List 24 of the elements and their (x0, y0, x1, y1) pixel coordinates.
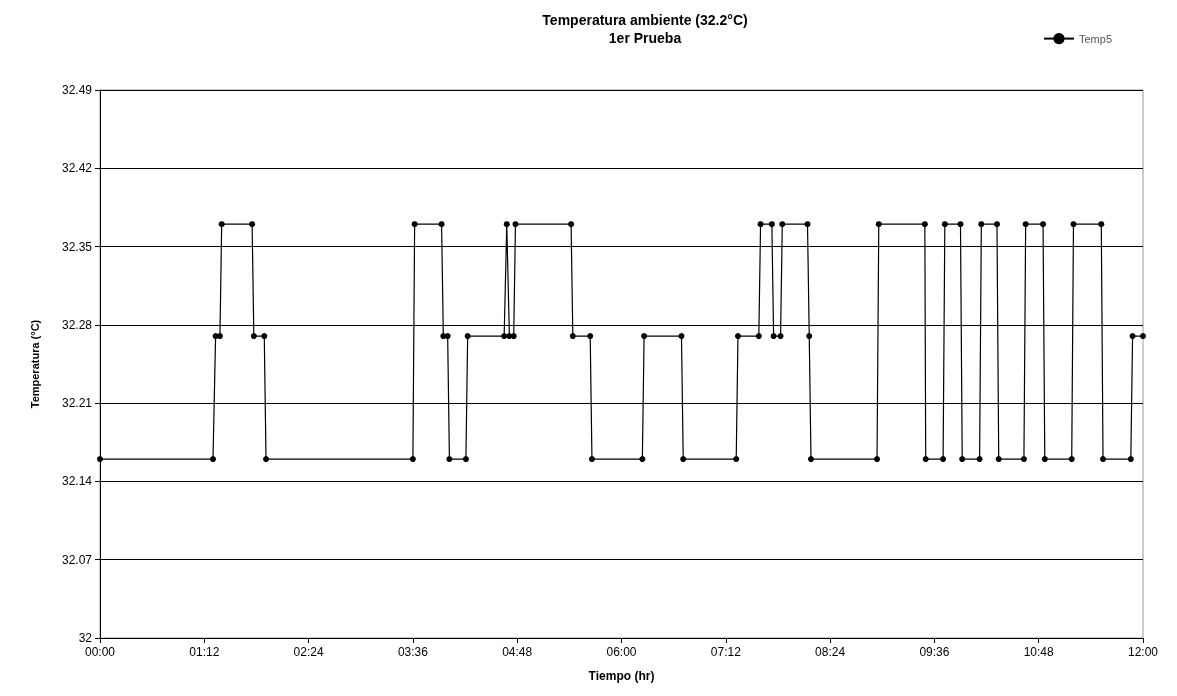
y-axis-title: Temperatura (°C) (28, 319, 41, 409)
y-tick-label: 32.28 (61, 317, 93, 332)
x-axis-title: Tiempo (hr) (588, 669, 655, 683)
x-tick-label: 08:24 (815, 645, 846, 659)
y-tick-label: 32 (78, 631, 93, 645)
chart-title: Temperatura ambiente (32.2°C) (542, 12, 748, 28)
x-tick-label: 04:48 (502, 645, 533, 659)
y-tick-label: 32.14 (61, 474, 93, 489)
x-tick-label: 00:00 (84, 645, 116, 659)
y-tick-label: 32.49 (61, 83, 93, 97)
y-tick-label: 32.42 (61, 161, 93, 176)
y-tick-label: 32.21 (61, 396, 93, 411)
x-tick-label: 12:00 (1127, 645, 1159, 659)
y-tick-label: 32.07 (61, 552, 93, 567)
x-tick-label: 09:36 (919, 645, 950, 659)
x-tick-label: 10:48 (1023, 645, 1055, 659)
legend-label: Temp5 (1078, 32, 1113, 45)
y-tick-label: 32.35 (61, 239, 93, 254)
x-tick-label: 07:12 (710, 645, 742, 659)
x-tick-label: 03:36 (397, 645, 429, 659)
x-tick-label: 02:24 (293, 645, 324, 659)
x-tick-label: 01:12 (189, 645, 220, 659)
x-tick-label: 06:00 (606, 645, 637, 659)
chart-subtitle: 1er Prueba (608, 30, 682, 46)
